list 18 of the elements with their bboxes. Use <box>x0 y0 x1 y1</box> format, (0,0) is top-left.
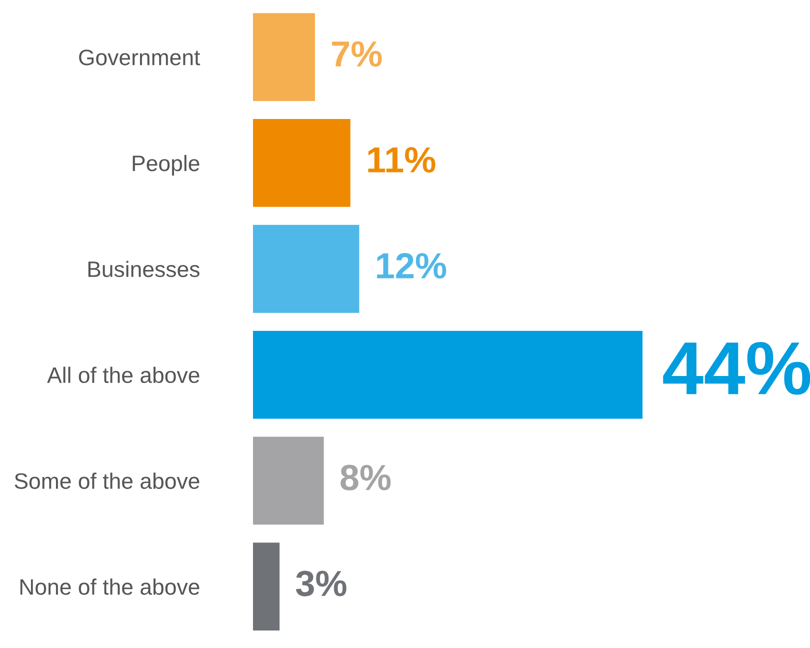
y-tick-label: All of the above <box>47 366 200 384</box>
y-tick-label: Government <box>79 50 200 66</box>
data-label: 44% <box>663 342 810 395</box>
bar <box>253 119 350 207</box>
y-tick-label: Some of the above <box>14 472 200 489</box>
bar <box>253 330 643 419</box>
bar <box>253 542 280 631</box>
data-label: 11% <box>368 147 436 173</box>
bar <box>253 13 315 102</box>
data-label: 7% <box>332 41 382 67</box>
y-tick-label: Businesses <box>88 260 200 278</box>
bar <box>253 224 360 313</box>
data-label: 8% <box>340 464 391 490</box>
data-label: 3% <box>296 570 346 596</box>
bar <box>253 436 324 525</box>
y-tick-label: None of the above <box>20 578 200 595</box>
y-tick-label: People <box>132 154 200 176</box>
data-label: 12% <box>377 252 446 278</box>
